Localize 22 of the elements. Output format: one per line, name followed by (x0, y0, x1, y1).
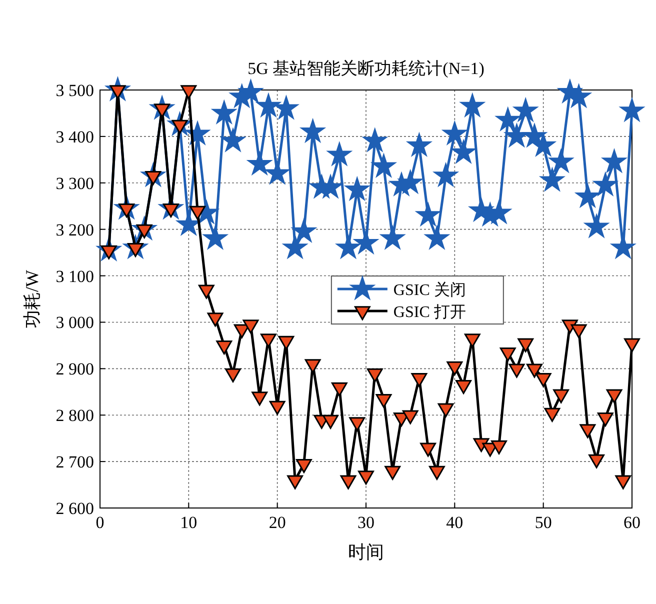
y-tick-label: 2 700 (56, 452, 94, 472)
chart-title: 5G 基站智能关断功耗统计(N=1) (248, 59, 484, 78)
y-tick-label: 3 400 (56, 127, 94, 146)
x-tick-label: 60 (624, 513, 640, 532)
x-tick-label: 10 (180, 513, 198, 532)
y-tick-label: 3 300 (56, 174, 94, 193)
y-tick-label: 3 100 (56, 266, 94, 286)
y-tick-label: 3 500 (56, 81, 94, 100)
legend-label: GSIC 打开 (393, 304, 466, 322)
x-axis-title: 时间 (348, 542, 384, 562)
y-axis-title: 功耗/W (22, 270, 42, 328)
y-tick-label: 3 000 (56, 313, 94, 332)
y-tick-label: 2 900 (56, 360, 94, 379)
y-tick-label: 2 800 (56, 406, 94, 426)
x-tick-label: 20 (268, 513, 286, 532)
x-tick-label: 0 (96, 513, 104, 532)
legend-label: GSIC 关闭 (393, 281, 466, 300)
x-tick-label: 50 (534, 513, 552, 532)
x-tick-label: 40 (446, 513, 464, 532)
x-tick-label: 30 (358, 513, 374, 532)
y-tick-label: 3 200 (56, 220, 94, 240)
y-tick-label: 2 600 (56, 499, 94, 518)
